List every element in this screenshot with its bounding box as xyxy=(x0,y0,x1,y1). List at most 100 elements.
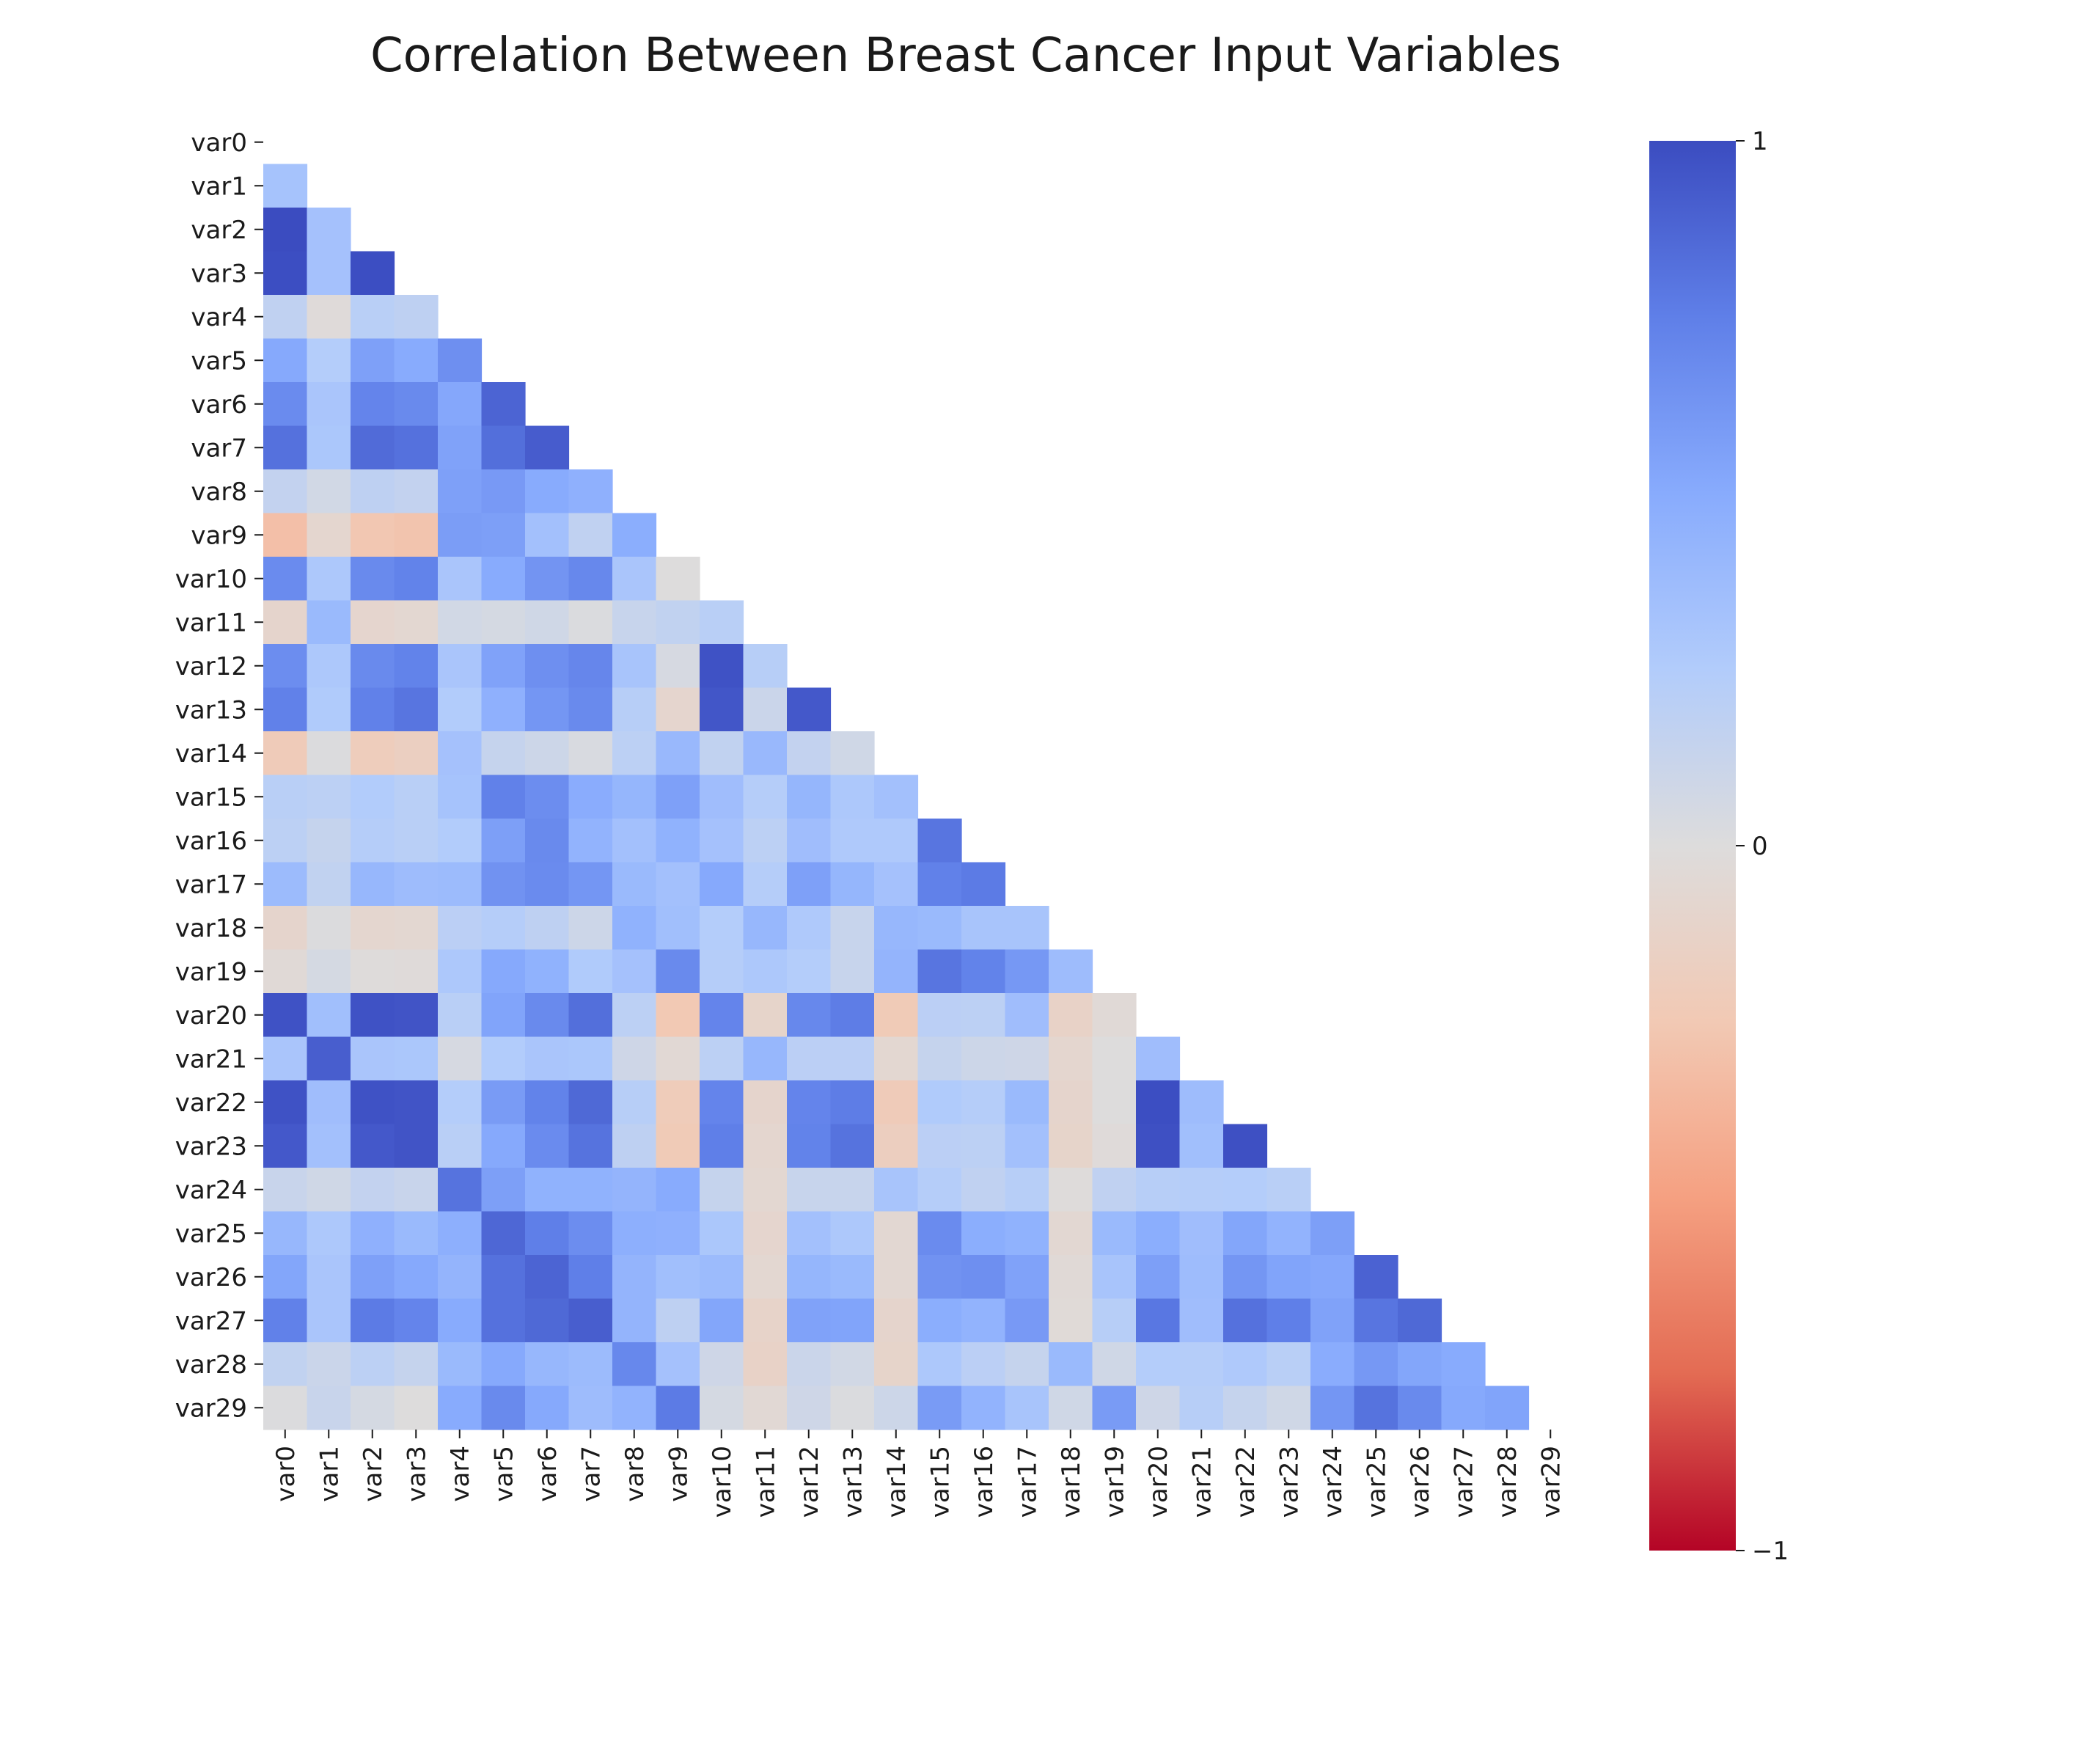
heatmap-cell-var21-var14 xyxy=(874,1036,919,1081)
heatmap-cell-var21-var2 xyxy=(351,1036,395,1081)
heatmap-cell-var6-var1 xyxy=(307,382,351,427)
y-tick-label-var12: var12 xyxy=(175,652,247,681)
heatmap-cell-var11-var1 xyxy=(307,600,351,645)
heatmap-cell-var29-var25 xyxy=(1354,1386,1398,1430)
x-tick-label-var11: var11 xyxy=(751,1446,780,1518)
heatmap-cell-var13-var12 xyxy=(787,687,832,732)
heatmap-cell-var14-var7 xyxy=(568,731,613,776)
heatmap-cell-var18-var17 xyxy=(1005,906,1049,951)
heatmap-cell-var28-var6 xyxy=(525,1342,570,1387)
heatmap-cell-var27-var6 xyxy=(525,1298,570,1343)
heatmap-cell-var28-var8 xyxy=(612,1342,657,1387)
heatmap-cell-var28-var21 xyxy=(1179,1342,1224,1387)
heatmap-cell-var5-var0 xyxy=(263,338,308,383)
heatmap-cell-var22-var15 xyxy=(917,1080,962,1125)
heatmap-cell-var17-var9 xyxy=(656,862,700,907)
heatmap-cell-var21-var9 xyxy=(656,1036,700,1081)
heatmap-cell-var13-var10 xyxy=(700,687,744,732)
y-tick-label-var4: var4 xyxy=(191,303,247,332)
heatmap-cell-var26-var2 xyxy=(351,1255,395,1300)
heatmap-cell-var18-var0 xyxy=(263,906,308,951)
heatmap-cell-var27-var22 xyxy=(1223,1298,1268,1343)
heatmap-cell-var19-var10 xyxy=(700,949,744,994)
heatmap-cell-var14-var6 xyxy=(525,731,570,776)
heatmap-cell-var12-var2 xyxy=(351,644,395,689)
x-tick-label-var16: var16 xyxy=(969,1446,999,1518)
heatmap-cell-var29-var9 xyxy=(656,1386,700,1430)
heatmap-cell-var26-var5 xyxy=(481,1255,526,1300)
heatmap-cell-var28-var14 xyxy=(874,1342,919,1387)
heatmap-cell-var27-var11 xyxy=(743,1298,788,1343)
heatmap-cell-var25-var17 xyxy=(1005,1211,1049,1256)
heatmap-cell-var27-var16 xyxy=(961,1298,1006,1343)
heatmap-cell-var6-var0 xyxy=(263,382,308,427)
heatmap-cell-var10-var6 xyxy=(525,557,570,601)
heatmap-cell-var19-var14 xyxy=(874,949,919,994)
heatmap-cell-var20-var0 xyxy=(263,993,308,1038)
heatmap-cell-var22-var13 xyxy=(830,1080,875,1125)
y-axis: var0 var1 var2 var3 var4 var5 var6 var7 var8 var9… xyxy=(175,128,263,1423)
heatmap-cell-var24-var18 xyxy=(1049,1168,1093,1212)
heatmap-cell-var27-var23 xyxy=(1266,1298,1311,1343)
x-tick-label-var6: var6 xyxy=(533,1446,562,1502)
heatmap-cell-var16-var15 xyxy=(917,819,962,863)
heatmap-cell-var10-var2 xyxy=(351,557,395,601)
heatmap-cell-var26-var6 xyxy=(525,1255,570,1300)
heatmap-cell-var15-var8 xyxy=(612,775,657,819)
heatmap-cell-var14-var1 xyxy=(307,731,351,776)
y-tick-label-var24: var24 xyxy=(175,1176,247,1205)
heatmap-cell-var10-var9 xyxy=(656,557,700,601)
heatmap-cell-var20-var19 xyxy=(1092,993,1137,1038)
heatmap-cell-var26-var11 xyxy=(743,1255,788,1300)
heatmap-cell-var22-var19 xyxy=(1092,1080,1137,1125)
heatmap-cell-var12-var4 xyxy=(438,644,483,689)
heatmap-cell-var28-var2 xyxy=(351,1342,395,1387)
heatmap-cell-var20-var2 xyxy=(351,993,395,1038)
heatmap-cell-var24-var11 xyxy=(743,1168,788,1212)
heatmap-cell-var15-var5 xyxy=(481,775,526,819)
heatmap-cell-var6-var4 xyxy=(438,382,483,427)
x-tick-label-var13: var13 xyxy=(838,1446,868,1518)
heatmap-cell-var16-var13 xyxy=(830,819,875,863)
heatmap-cell-var23-var15 xyxy=(917,1124,962,1168)
x-tick-label-var18: var18 xyxy=(1057,1446,1086,1518)
heatmap-cell-var26-var20 xyxy=(1136,1255,1181,1300)
heatmap-cell-var29-var8 xyxy=(612,1386,657,1430)
heatmap-cell-var11-var2 xyxy=(351,600,395,645)
heatmap-cell-var29-var7 xyxy=(568,1386,613,1430)
heatmap-cell-var21-var4 xyxy=(438,1036,483,1081)
heatmap-cell-var14-var8 xyxy=(612,731,657,776)
heatmap-cell-var23-var4 xyxy=(438,1124,483,1168)
x-tick-label-var19: var19 xyxy=(1100,1446,1129,1518)
heatmap-cell-var13-var5 xyxy=(481,687,526,732)
heatmap-cell-var28-var11 xyxy=(743,1342,788,1387)
heatmap-cell-var23-var8 xyxy=(612,1124,657,1168)
heatmap-cell-var12-var3 xyxy=(394,644,439,689)
heatmap-cell-var19-var1 xyxy=(307,949,351,994)
heatmap-cell-var22-var10 xyxy=(700,1080,744,1125)
heatmap-cell-var19-var11 xyxy=(743,949,788,994)
heatmap-cell-var8-var4 xyxy=(438,469,483,514)
heatmap-cell-var26-var8 xyxy=(612,1255,657,1300)
heatmap-cell-var14-var4 xyxy=(438,731,483,776)
heatmap-cell-var26-var18 xyxy=(1049,1255,1093,1300)
heatmap-cell-var28-var19 xyxy=(1092,1342,1137,1387)
heatmap-cell-var19-var12 xyxy=(787,949,832,994)
y-tick-label-var6: var6 xyxy=(191,390,247,420)
colorbar-tick-label: 0 xyxy=(1752,832,1768,861)
heatmap-cell-var24-var3 xyxy=(394,1168,439,1212)
heatmap-cell-var11-var6 xyxy=(525,600,570,645)
heatmap-cell-var8-var5 xyxy=(481,469,526,514)
heatmap-cell-var29-var26 xyxy=(1398,1386,1442,1430)
heatmap-cell-var26-var17 xyxy=(1005,1255,1049,1300)
heatmap-cell-var25-var22 xyxy=(1223,1211,1268,1256)
heatmap-cell-var9-var2 xyxy=(351,513,395,557)
heatmap-cell-var27-var7 xyxy=(568,1298,613,1343)
heatmap-cell-var28-var12 xyxy=(787,1342,832,1387)
heatmap-cell-var28-var24 xyxy=(1310,1342,1355,1387)
heatmap-cell-var25-var2 xyxy=(351,1211,395,1256)
heatmap-cell-var19-var3 xyxy=(394,949,439,994)
heatmap-cell-var8-var6 xyxy=(525,469,570,514)
heatmap-cell-var26-var15 xyxy=(917,1255,962,1300)
heatmap-cell-var23-var13 xyxy=(830,1124,875,1168)
